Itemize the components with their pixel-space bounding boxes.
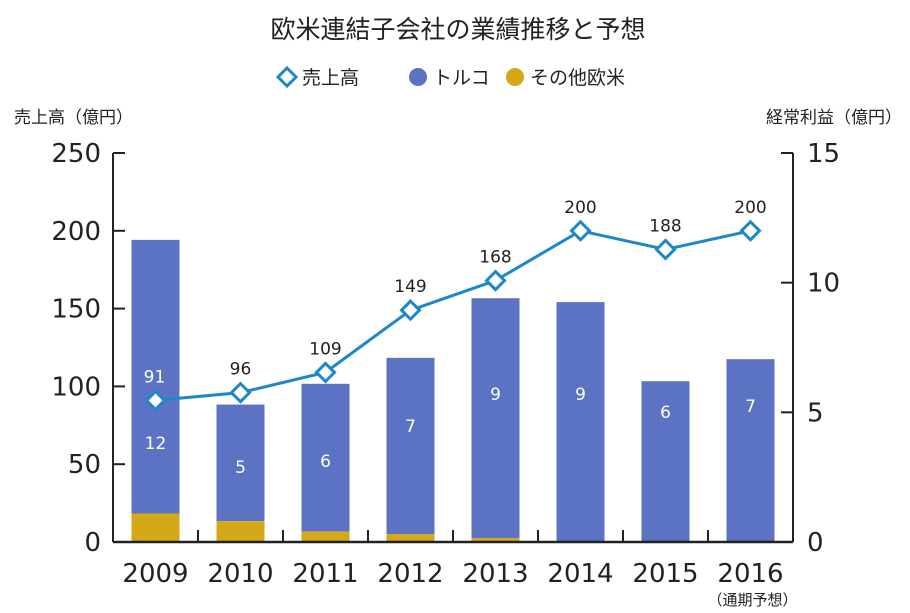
left-tick-label: 0 (84, 528, 101, 558)
bars: 125 679 96 7 (131, 239, 775, 542)
bar-other (131, 513, 180, 542)
legend-diamond-icon (275, 65, 299, 89)
bar-turkey (556, 302, 605, 542)
sales-label: 109 (309, 339, 341, 359)
bar-other (301, 531, 350, 542)
x-tick-label: 2011 (292, 559, 358, 589)
legend-label: 売上高 (302, 67, 359, 89)
legend-circle-icon (506, 68, 524, 86)
bar-turkey (641, 381, 690, 542)
bar-other (216, 521, 265, 542)
bar-turkey (131, 239, 180, 514)
sales-point (144, 389, 167, 412)
bar-turkey (471, 298, 520, 539)
legend-label: トルコ (433, 67, 490, 89)
sales-point (654, 238, 677, 261)
bar-turkey (386, 357, 435, 535)
sales-label: 188 (649, 216, 681, 236)
x-category-note: （通期予想） (707, 591, 797, 609)
x-tick-label: 2012 (377, 559, 443, 589)
left-tick-label: 100 (51, 372, 101, 402)
sales-line-path (155, 229, 751, 402)
left-tick-label: 200 (51, 217, 101, 247)
sales-label: 200 (564, 198, 596, 218)
sales-point (314, 361, 337, 384)
left-tick-label: 150 (51, 295, 101, 325)
bar-other (386, 534, 435, 542)
bar-label: 6 (320, 452, 331, 472)
sales-label: 96 (230, 360, 252, 380)
sales-label: 168 (479, 248, 511, 268)
bar-label: 6 (660, 403, 671, 423)
right-tick-label: 5 (807, 398, 824, 428)
sales-label: 91 (144, 367, 166, 387)
sales-point (484, 269, 507, 292)
right-axis-label: 経常利益（億円） (766, 108, 902, 128)
bar-label: 9 (490, 385, 501, 405)
x-tick-label: 2009 (122, 559, 188, 589)
bar-label: 9 (575, 385, 586, 405)
bar-label: 12 (145, 434, 167, 454)
sales-point (229, 381, 252, 404)
chart-title: 欧米連結子会社の業績推移と予想 (270, 15, 645, 44)
x-tick-label: 2013 (462, 559, 528, 589)
bar-turkey (726, 359, 775, 542)
right-tick-label: 15 (807, 139, 840, 169)
sales-point (739, 219, 762, 242)
right-tick-label: 0 (807, 528, 824, 558)
bar-label: 7 (745, 397, 756, 417)
bar-turkey (216, 404, 265, 522)
legend-circle-icon (409, 68, 427, 86)
bar-turkey (301, 383, 350, 532)
sales-point (399, 299, 422, 322)
sales-line: 91 96 109 149 168 200 188 200 (144, 198, 767, 412)
x-tick-label: 2014 (547, 559, 613, 589)
bar-other (471, 538, 520, 542)
left-tick-label: 250 (51, 139, 101, 169)
sales-point (569, 219, 592, 242)
x-tick-label: 2010 (207, 559, 273, 589)
left-tick-label: 50 (68, 450, 101, 480)
x-tick-label: 2015 (632, 559, 698, 589)
left-axis-label: 売上高（億円） (14, 108, 133, 128)
sales-label: 149 (394, 277, 426, 297)
x-tick-label: 2016 (717, 559, 783, 589)
bar-label: 7 (405, 417, 416, 437)
right-tick-label: 10 (807, 269, 840, 299)
legend-label: その他欧米 (530, 67, 625, 89)
bar-label: 5 (235, 458, 246, 478)
legend: 売上高 トルコ その他欧米 (275, 65, 625, 89)
sales-label: 200 (734, 198, 766, 218)
